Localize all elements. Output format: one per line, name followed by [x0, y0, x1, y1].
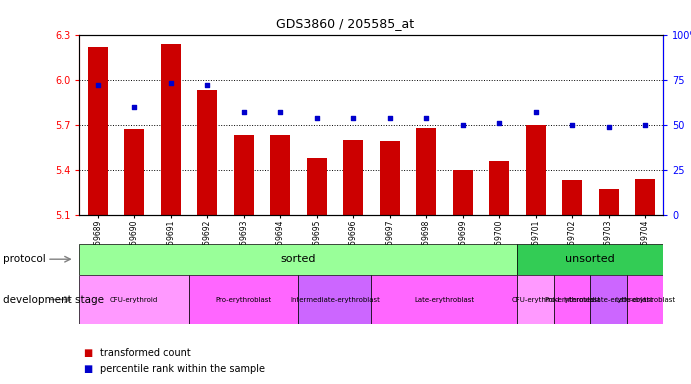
- Text: ■: ■: [83, 364, 92, 374]
- Bar: [88, 46, 108, 215]
- Point: [165, 80, 176, 86]
- Bar: [299, 275, 371, 324]
- Point: [384, 114, 395, 121]
- Text: ■: ■: [83, 348, 92, 358]
- Text: Intermediate-erythroblast: Intermediate-erythroblast: [564, 296, 654, 303]
- Text: sorted: sorted: [281, 254, 316, 264]
- Text: Pro-erythroblast: Pro-erythroblast: [544, 296, 600, 303]
- Point: [238, 109, 249, 115]
- Bar: [590, 275, 627, 324]
- Bar: [518, 244, 663, 275]
- Text: GDS3860 / 205585_at: GDS3860 / 205585_at: [276, 17, 415, 30]
- Point: [129, 104, 140, 110]
- Bar: [270, 135, 290, 215]
- Bar: [197, 90, 217, 215]
- Point: [421, 114, 432, 121]
- Bar: [562, 180, 582, 215]
- Bar: [124, 129, 144, 215]
- Bar: [598, 189, 618, 215]
- Bar: [307, 158, 327, 215]
- Point: [457, 122, 468, 128]
- Point: [311, 114, 322, 121]
- Text: transformed count: transformed count: [100, 348, 191, 358]
- Text: CFU-erythroid: CFU-erythroid: [511, 296, 560, 303]
- Bar: [627, 275, 663, 324]
- Point: [530, 109, 541, 115]
- Point: [92, 82, 103, 88]
- Bar: [372, 275, 518, 324]
- Bar: [518, 275, 554, 324]
- Text: Pro-erythroblast: Pro-erythroblast: [216, 296, 272, 303]
- Text: Late-erythroblast: Late-erythroblast: [415, 296, 475, 303]
- Text: Intermediate-erythroblast: Intermediate-erythroblast: [290, 296, 380, 303]
- Text: percentile rank within the sample: percentile rank within the sample: [100, 364, 265, 374]
- Bar: [234, 135, 254, 215]
- Bar: [79, 244, 518, 275]
- Bar: [635, 179, 655, 215]
- Point: [493, 120, 504, 126]
- Bar: [489, 161, 509, 215]
- Point: [603, 124, 614, 130]
- Text: Late-erythroblast: Late-erythroblast: [615, 296, 675, 303]
- Text: unsorted: unsorted: [565, 254, 615, 264]
- Text: development stage: development stage: [3, 295, 104, 305]
- Point: [348, 114, 359, 121]
- Text: CFU-erythroid: CFU-erythroid: [110, 296, 158, 303]
- Point: [567, 122, 578, 128]
- Point: [202, 82, 213, 88]
- Bar: [343, 140, 363, 215]
- Text: protocol: protocol: [3, 254, 46, 264]
- Bar: [379, 141, 399, 215]
- Point: [274, 109, 285, 115]
- Bar: [189, 275, 299, 324]
- Bar: [526, 125, 546, 215]
- Bar: [453, 170, 473, 215]
- Bar: [79, 275, 189, 324]
- Bar: [416, 128, 436, 215]
- Point: [640, 122, 651, 128]
- Bar: [554, 275, 590, 324]
- Bar: [161, 43, 181, 215]
